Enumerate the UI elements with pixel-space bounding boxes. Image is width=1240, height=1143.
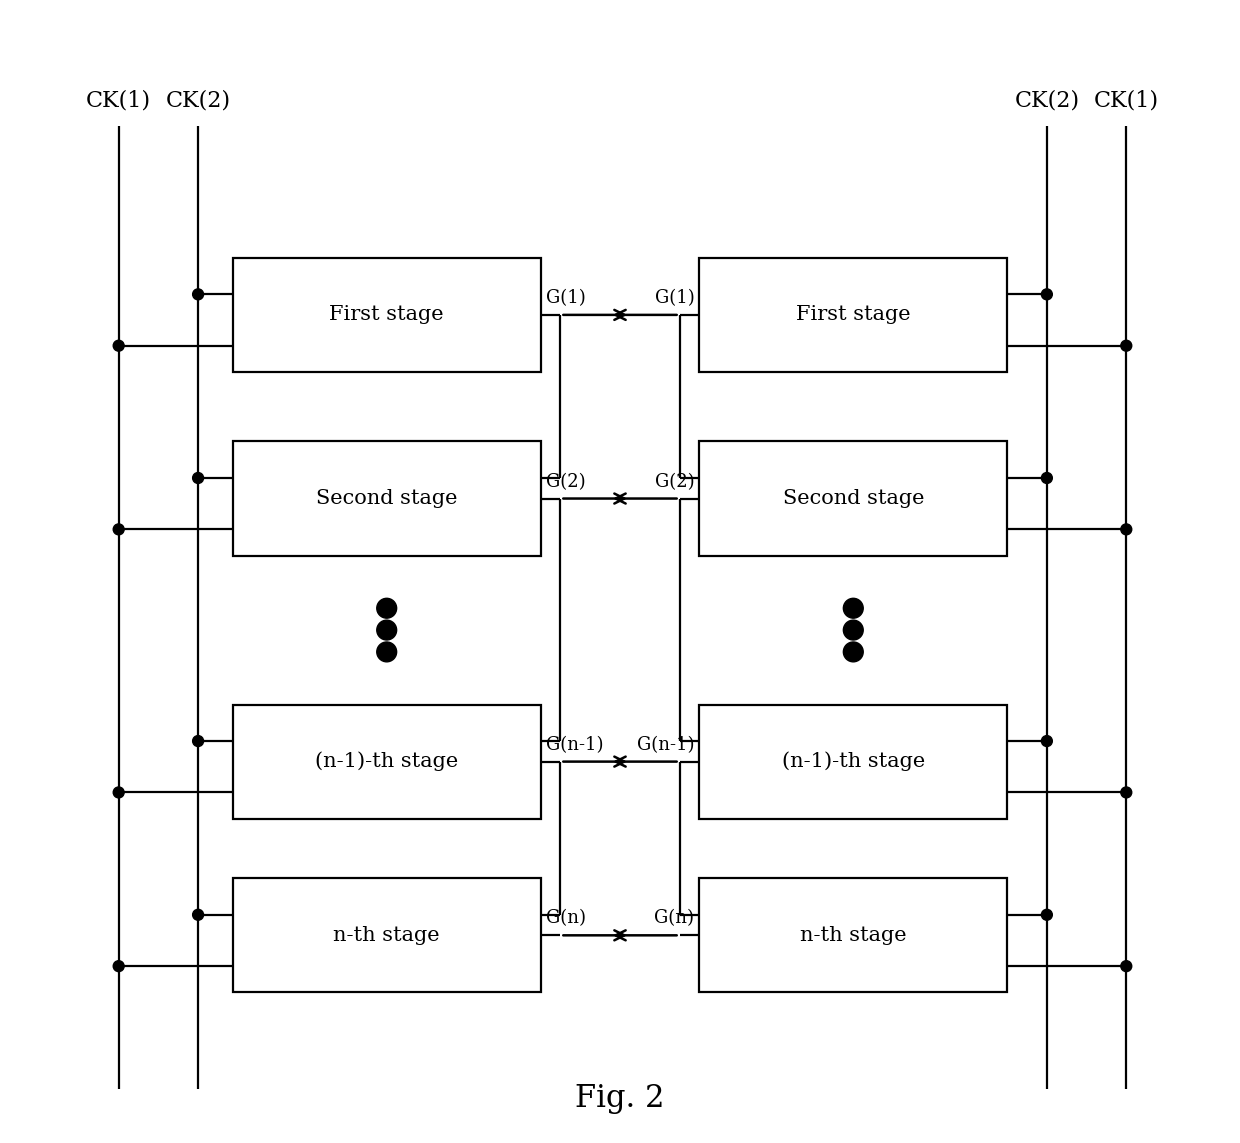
Circle shape (1042, 472, 1053, 483)
Text: G(n-1): G(n-1) (546, 736, 603, 753)
Circle shape (377, 642, 397, 662)
Circle shape (113, 341, 124, 351)
Text: G(2): G(2) (655, 472, 694, 490)
Circle shape (377, 598, 397, 618)
Text: CK(2): CK(2) (1014, 89, 1080, 111)
Text: Second stage: Second stage (782, 489, 924, 507)
Circle shape (113, 523, 124, 535)
Text: Fig. 2: Fig. 2 (575, 1084, 665, 1114)
Text: CK(2): CK(2) (165, 89, 231, 111)
Circle shape (843, 598, 863, 618)
Text: G(n-1): G(n-1) (637, 736, 694, 753)
Text: (n-1)-th stage: (n-1)-th stage (781, 752, 925, 772)
Text: G(1): G(1) (655, 289, 694, 307)
Bar (233, 878, 541, 992)
Circle shape (113, 961, 124, 972)
Circle shape (843, 642, 863, 662)
Circle shape (377, 621, 397, 640)
Text: First stage: First stage (796, 305, 910, 325)
Circle shape (1042, 736, 1053, 746)
Text: (n-1)-th stage: (n-1)-th stage (315, 752, 459, 772)
Circle shape (1042, 289, 1053, 299)
Circle shape (1121, 788, 1132, 798)
Text: G(1): G(1) (546, 289, 585, 307)
Text: G(n): G(n) (546, 910, 585, 927)
Bar (699, 441, 1007, 555)
Circle shape (1121, 961, 1132, 972)
Bar (233, 704, 541, 818)
Bar (699, 258, 1007, 371)
Circle shape (192, 472, 203, 483)
Text: Second stage: Second stage (316, 489, 458, 507)
Circle shape (1121, 523, 1132, 535)
Text: n-th stage: n-th stage (334, 926, 440, 945)
Circle shape (113, 788, 124, 798)
Circle shape (192, 910, 203, 920)
Bar (233, 258, 541, 371)
Circle shape (192, 736, 203, 746)
Circle shape (1121, 341, 1132, 351)
Text: CK(1): CK(1) (86, 89, 151, 111)
Text: First stage: First stage (330, 305, 444, 325)
Circle shape (192, 289, 203, 299)
Text: CK(1): CK(1) (1094, 89, 1159, 111)
Circle shape (843, 621, 863, 640)
Text: G(n): G(n) (655, 910, 694, 927)
Circle shape (1042, 910, 1053, 920)
Bar (233, 441, 541, 555)
Text: G(2): G(2) (546, 472, 585, 490)
Text: n-th stage: n-th stage (800, 926, 906, 945)
Bar (699, 704, 1007, 818)
Bar (699, 878, 1007, 992)
